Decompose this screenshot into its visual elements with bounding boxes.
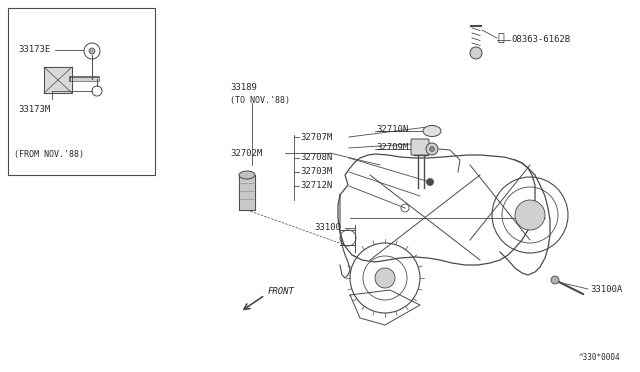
- Text: (FROM NOV.'88): (FROM NOV.'88): [14, 151, 84, 160]
- Text: ^330*0004: ^330*0004: [579, 353, 620, 362]
- Circle shape: [515, 200, 545, 230]
- Ellipse shape: [239, 171, 255, 179]
- Circle shape: [429, 147, 435, 151]
- Circle shape: [551, 276, 559, 284]
- Circle shape: [375, 268, 395, 288]
- Text: 33173E: 33173E: [18, 45, 51, 55]
- Text: 32702M: 32702M: [230, 148, 262, 157]
- Text: 32710N: 32710N: [376, 125, 408, 135]
- Circle shape: [470, 47, 482, 59]
- Text: 33100A: 33100A: [590, 285, 622, 295]
- Text: 33100: 33100: [314, 224, 341, 232]
- Text: 32709M: 32709M: [376, 144, 408, 153]
- Text: 32708N: 32708N: [300, 154, 332, 163]
- FancyBboxPatch shape: [411, 139, 429, 155]
- Text: 08363-6162B: 08363-6162B: [511, 35, 570, 45]
- Text: (TO NOV.'88): (TO NOV.'88): [230, 96, 290, 105]
- Circle shape: [426, 179, 433, 186]
- Polygon shape: [44, 67, 72, 93]
- Text: 32712N: 32712N: [300, 182, 332, 190]
- Text: Ⓢ: Ⓢ: [497, 33, 504, 43]
- Text: 32703M: 32703M: [300, 167, 332, 176]
- Circle shape: [89, 48, 95, 54]
- Text: FRONT: FRONT: [268, 286, 295, 295]
- Polygon shape: [239, 175, 255, 210]
- Ellipse shape: [423, 125, 441, 137]
- Text: 32707M: 32707M: [300, 132, 332, 141]
- Circle shape: [426, 143, 438, 155]
- Text: 33173M: 33173M: [18, 105, 51, 113]
- Text: 33189: 33189: [230, 83, 257, 93]
- FancyBboxPatch shape: [8, 8, 155, 175]
